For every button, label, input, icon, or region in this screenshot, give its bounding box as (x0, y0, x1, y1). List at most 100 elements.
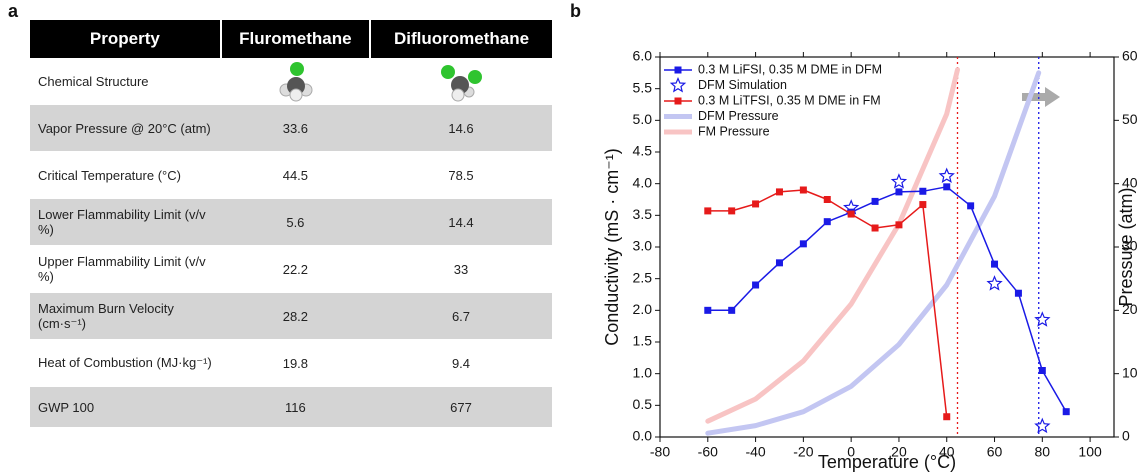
x-tick-label: -80 (650, 444, 670, 460)
row: Critical Temperature (°C) 44.5 78.5 (30, 151, 552, 199)
legend-label: 0.3 M LiFSI, 0.35 M DME in DFM (698, 62, 882, 76)
x-tick-label: 60 (987, 444, 1003, 460)
panel-label: a (8, 1, 19, 21)
header-cell: Fluromethane (219, 20, 370, 58)
y-tick-label: 0.5 (633, 396, 653, 412)
legend-label: FM Pressure (698, 124, 770, 138)
data-point (1014, 289, 1022, 297)
legend-label: DFM Simulation (698, 78, 787, 92)
row: Heat of Combustion (MJ·kg⁻¹) 19.8 9.4 (30, 339, 552, 387)
data-point (938, 167, 955, 183)
data-point (871, 197, 879, 205)
legend-marker (669, 76, 687, 93)
panel-label: b (570, 1, 581, 21)
y-tick-label: 4.0 (633, 174, 653, 190)
cell: 28.2 (220, 292, 370, 340)
cell: 9.4 (370, 339, 552, 387)
data-point (919, 201, 927, 209)
x-tick-label: 20 (891, 444, 907, 460)
y2-tick-label: 20 (1122, 301, 1138, 317)
x-tick-label: 40 (939, 444, 955, 460)
cell: Upper Flammability Limit (v/v %) (30, 245, 221, 293)
data-point (752, 200, 760, 208)
y2-tick-label: 60 (1122, 48, 1138, 64)
data-point (775, 188, 783, 196)
y-tick-label: 2.0 (633, 301, 653, 317)
data-point (1034, 417, 1051, 434)
data-point (799, 240, 807, 248)
cell: 33 (370, 245, 552, 293)
x-tick-label: 100 (1078, 444, 1102, 460)
legend-marker (674, 97, 682, 105)
cell: 5.6 (220, 198, 370, 246)
row: GWP 100 116 677 (30, 386, 552, 428)
cell: 6.7 (370, 292, 552, 340)
data-point (871, 224, 879, 232)
cell: 19.8 (220, 339, 370, 387)
y-tick-label: 3.5 (633, 206, 653, 222)
legend-label: DFM Pressure (698, 109, 779, 123)
data-point (1038, 367, 1046, 374)
y2-tick-label: 40 (1122, 174, 1138, 190)
y-tick-label: 1.0 (633, 364, 653, 380)
y-tick-label: 0.0 (633, 428, 653, 444)
header-cell: Difluoromethane (369, 20, 552, 58)
y2-tick-label: 0 (1122, 428, 1130, 444)
data-point (991, 260, 999, 268)
y-tick-label: 1.5 (633, 333, 653, 349)
x-tick-label: -40 (745, 444, 765, 460)
row: Chemical Structure (30, 58, 552, 105)
y2-tick-label: 10 (1122, 364, 1138, 380)
y2-tick-label: 30 (1122, 238, 1138, 254)
molecule-cell (220, 58, 370, 105)
data-point (799, 186, 807, 194)
data-point (728, 306, 736, 314)
data-point (847, 210, 855, 218)
cell: GWP 100 (30, 386, 221, 428)
data-point (728, 207, 736, 215)
series-line (707, 186, 1067, 413)
row: Upper Flammability Limit (v/v %) 22.2 33 (30, 245, 552, 293)
y-tick-label: 4.5 (633, 143, 653, 159)
cell: 78.5 (370, 151, 552, 199)
row: Maximum Burn Velocity (cm·s⁻¹) 28.2 6.7 (30, 292, 552, 340)
x-tick-label: -60 (698, 444, 718, 460)
data-point (967, 202, 975, 210)
y-tick-label: 3.0 (633, 238, 653, 254)
fm-molecule (279, 62, 313, 102)
header-row: Property Fluromethane Difluoromethane (30, 20, 552, 58)
property-table: Property Fluromethane Difluoromethane Ch… (30, 20, 552, 428)
data-point (895, 221, 903, 229)
cell: 116 (220, 386, 370, 428)
data-point (752, 281, 760, 289)
row: Vapor Pressure @ 20°C (atm) 33.6 14.6 (30, 104, 552, 152)
y-tick-label: 6.0 (633, 48, 653, 64)
cell: 44.5 (220, 151, 370, 199)
x-axis-label: Temperature (°C) (818, 452, 956, 472)
cell: Chemical Structure (30, 58, 221, 105)
data-point (1034, 311, 1051, 327)
y2-tick-label: 50 (1122, 111, 1138, 127)
cell: Heat of Combustion (MJ·kg⁻¹) (30, 339, 221, 387)
data-point (943, 183, 951, 191)
y-tick-label: 5.5 (633, 79, 653, 95)
cell: 22.2 (220, 245, 370, 293)
row: Lower Flammability Limit (v/v %) 5.6 14.4 (30, 198, 552, 246)
data-point (895, 188, 903, 196)
series-line (705, 70, 1042, 436)
molecule-cell (370, 58, 552, 105)
data-point (823, 196, 831, 203)
cell: 14.4 (370, 198, 552, 246)
cell: Vapor Pressure @ 20°C (atm) (30, 104, 221, 152)
arrow (1022, 87, 1060, 107)
cell: 677 (370, 386, 552, 428)
data-point (823, 218, 831, 226)
legend-label: 0.3 M LiTFSI, 0.35 M DME in FM (698, 93, 881, 107)
data-point (775, 259, 783, 267)
y-axis-label: Conductivity (mS · cm⁻¹) (602, 148, 622, 346)
legend-marker (674, 66, 682, 74)
cell: Lower Flammability Limit (v/v %) (30, 198, 221, 246)
cell: 14.6 (370, 104, 552, 152)
